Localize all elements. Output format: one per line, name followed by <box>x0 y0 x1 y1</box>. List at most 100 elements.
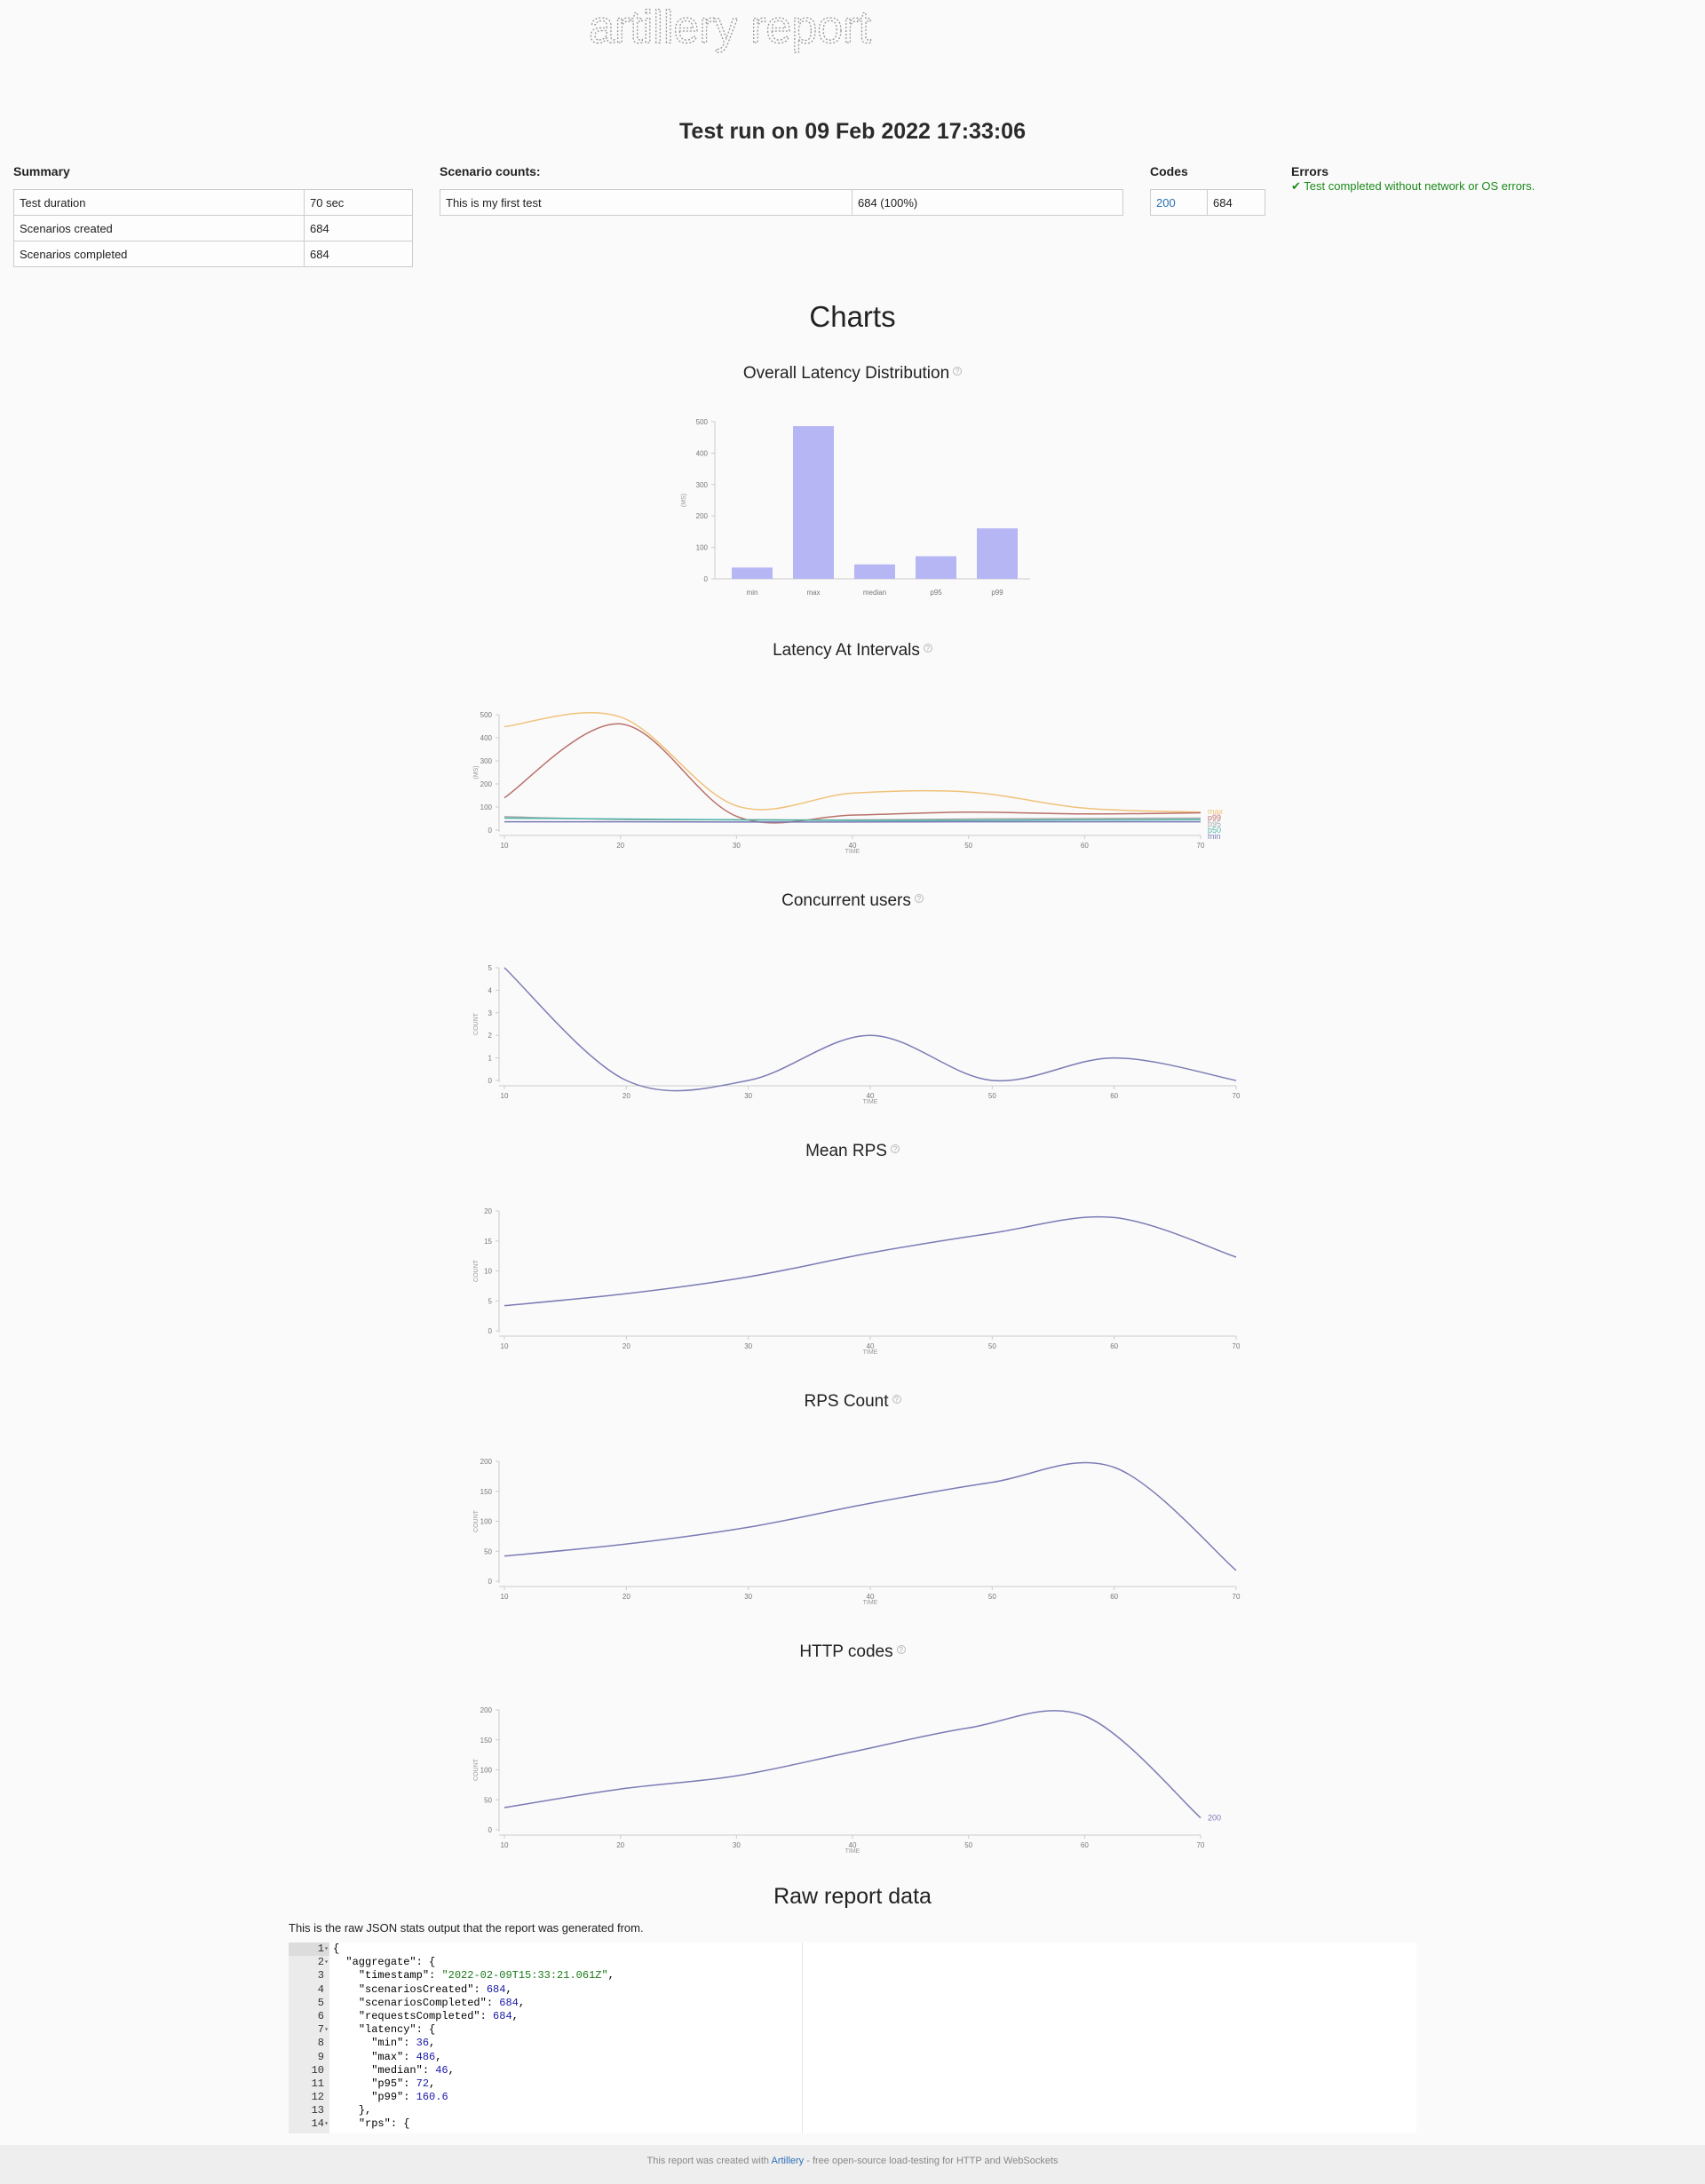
charts-heading: Charts <box>809 300 896 333</box>
y-tick-label: 100 <box>480 803 493 811</box>
fold-toggle-icon[interactable]: ▾ <box>324 1958 329 1967</box>
code-line: "min": 36, <box>371 2037 436 2050</box>
x-tick-label: 60 <box>1110 1092 1118 1100</box>
codes-table: 200 684 <box>1150 189 1265 216</box>
line-number: 3 <box>317 1969 324 1982</box>
editor-code[interactable]: { "aggregate": { "timestamp": "2022-02-0… <box>333 1943 615 2132</box>
x-tick-label: 70 <box>1197 842 1205 850</box>
x-tick-label: 10 <box>501 1593 509 1601</box>
x-tick-label: 30 <box>744 1593 752 1601</box>
line-number: 12 <box>311 2091 324 2104</box>
y-tick-label: 150 <box>480 1737 493 1745</box>
x-tick-label: max <box>806 589 820 597</box>
code-line: "max": 486, <box>371 2050 442 2063</box>
json-editor[interactable]: 1 ▾ 2 ▾ 3 4 5 6 7 ▾ 8 9 10 11 12 13 14 ▾ { "aggregate": {… <box>289 1943 1416 2133</box>
x-tick-label: 50 <box>988 1342 996 1350</box>
y-axis-label: COUNT <box>473 1259 480 1282</box>
x-tick-label: 40 <box>867 1092 875 1100</box>
line-number: 14 ▾ <box>311 2117 329 2131</box>
help-icon[interactable]: ? <box>892 1395 901 1404</box>
chart-title-rps-count: RPS Count? <box>0 1392 1705 1412</box>
y-axis-label: COUNT <box>473 1012 480 1035</box>
x-tick-label: 40 <box>867 1593 875 1601</box>
help-icon[interactable]: ? <box>953 367 963 376</box>
help-icon[interactable]: ? <box>914 894 924 903</box>
chart-title-latency-intervals: Latency At Intervals? <box>0 641 1705 661</box>
y-axis-label: (MS) <box>681 494 687 507</box>
series-label: p50 <box>1208 826 1221 835</box>
y-tick-label: 200 <box>696 512 709 520</box>
x-tick-label: 40 <box>867 1342 875 1350</box>
help-icon[interactable]: ? <box>896 1645 906 1654</box>
series-line <box>504 1710 1201 1819</box>
line-number: 4 <box>317 1982 324 1996</box>
footer: This report was created with Artillery -… <box>0 2145 1705 2184</box>
y-tick-label: 500 <box>696 418 709 426</box>
rps-count-chart: 0 50 100 150 200 10 20 30 40 50 60 70 TIME COUNT <box>473 1458 1241 1606</box>
y-axis-label: COUNT <box>473 1509 480 1532</box>
y-tick-label: 200 <box>480 1458 493 1466</box>
summary-key: Scenarios created <box>13 215 305 241</box>
line-number: 8 <box>317 2037 324 2050</box>
artillery-link[interactable]: Artillery <box>771 2156 805 2166</box>
y-tick-label: 100 <box>696 544 709 552</box>
summary-key: Test duration <box>13 189 305 216</box>
code-line: "aggregate": { <box>345 1956 436 1969</box>
x-tick-label: 50 <box>964 1841 972 1849</box>
chart-title-http-codes: HTTP codes? <box>0 1642 1705 1662</box>
y-tick-label: 0 <box>488 1077 493 1085</box>
editor-gutter: 1 ▾ 2 ▾ 3 4 5 6 7 ▾ 8 9 10 11 12 13 14 ▾ <box>289 1943 329 2133</box>
series-line <box>504 1461 1237 1571</box>
bar <box>916 556 956 579</box>
help-icon[interactable]: ? <box>890 1144 900 1153</box>
fold-toggle-icon[interactable]: ▾ <box>324 1945 329 1953</box>
x-tick-label: 30 <box>744 1092 752 1100</box>
x-tick-label: 40 <box>849 1841 857 1849</box>
y-tick-label: 0 <box>488 827 493 835</box>
line-number: 2 ▾ <box>317 1956 329 1969</box>
http-codes-chart: 0 50 100 150 200 10 20 30 40 50 60 70 TIME COUNT 200 <box>473 1706 1221 1855</box>
footer-prefix: This report was created with <box>646 2156 772 2166</box>
status-code: 200 <box>1150 189 1208 216</box>
concurrent-users-chart: 0 1 2 3 4 5 10 20 30 40 50 60 70 TIME COUNT <box>473 964 1241 1105</box>
code-line: "p95": 72, <box>371 2077 436 2090</box>
fold-toggle-icon[interactable]: ▾ <box>324 2120 329 2129</box>
series-label: 200 <box>1208 1814 1221 1823</box>
series-label: max <box>1208 807 1224 816</box>
errors-label: Errors <box>1291 164 1329 178</box>
y-tick-label: 400 <box>696 449 709 457</box>
chart-title-text: Latency At Intervals <box>773 641 920 660</box>
raw-report-heading: Raw report data <box>773 1884 932 1909</box>
y-tick-label: 200 <box>480 780 493 788</box>
chart-title-text: HTTP codes <box>799 1642 893 1661</box>
code-line: }, <box>333 2104 372 2117</box>
x-axis-label: TIME <box>845 1848 860 1855</box>
x-tick-label: p95 <box>930 589 942 597</box>
bar <box>854 564 895 579</box>
scenario-counts-label: Scenario counts: <box>440 164 541 178</box>
fold-toggle-icon[interactable]: ▾ <box>324 2026 329 2035</box>
x-tick-label: 10 <box>501 842 509 850</box>
y-tick-label: 0 <box>488 1327 493 1335</box>
code-line: "rps": { <box>358 2117 410 2131</box>
y-tick-label: 200 <box>480 1706 493 1714</box>
x-tick-label: 20 <box>623 1593 630 1601</box>
help-icon[interactable]: ? <box>923 644 932 653</box>
x-axis-label: TIME <box>863 1600 878 1606</box>
x-tick-label: min <box>747 589 758 597</box>
scenario-name: This is my first test <box>440 189 852 216</box>
x-tick-label: 70 <box>1197 1841 1205 1849</box>
summary-value: 70 sec <box>304 189 413 216</box>
code-line: "requestsCompleted": 684, <box>358 2009 519 2022</box>
y-tick-label: 500 <box>480 711 493 719</box>
errors-message: ✔ Test completed without network or OS e… <box>1291 179 1535 193</box>
series-line <box>504 967 1237 1092</box>
line-number: 7 ▾ <box>317 2023 329 2037</box>
x-tick-label: 30 <box>733 842 741 850</box>
scenario-count: 684 (100%) <box>852 189 1123 216</box>
y-tick-label: 100 <box>480 1518 493 1526</box>
line-number: 10 <box>311 2063 324 2077</box>
code-line: { <box>333 1943 340 1955</box>
code-row: 200 684 <box>1150 189 1265 216</box>
x-tick-label: 60 <box>1081 842 1089 850</box>
